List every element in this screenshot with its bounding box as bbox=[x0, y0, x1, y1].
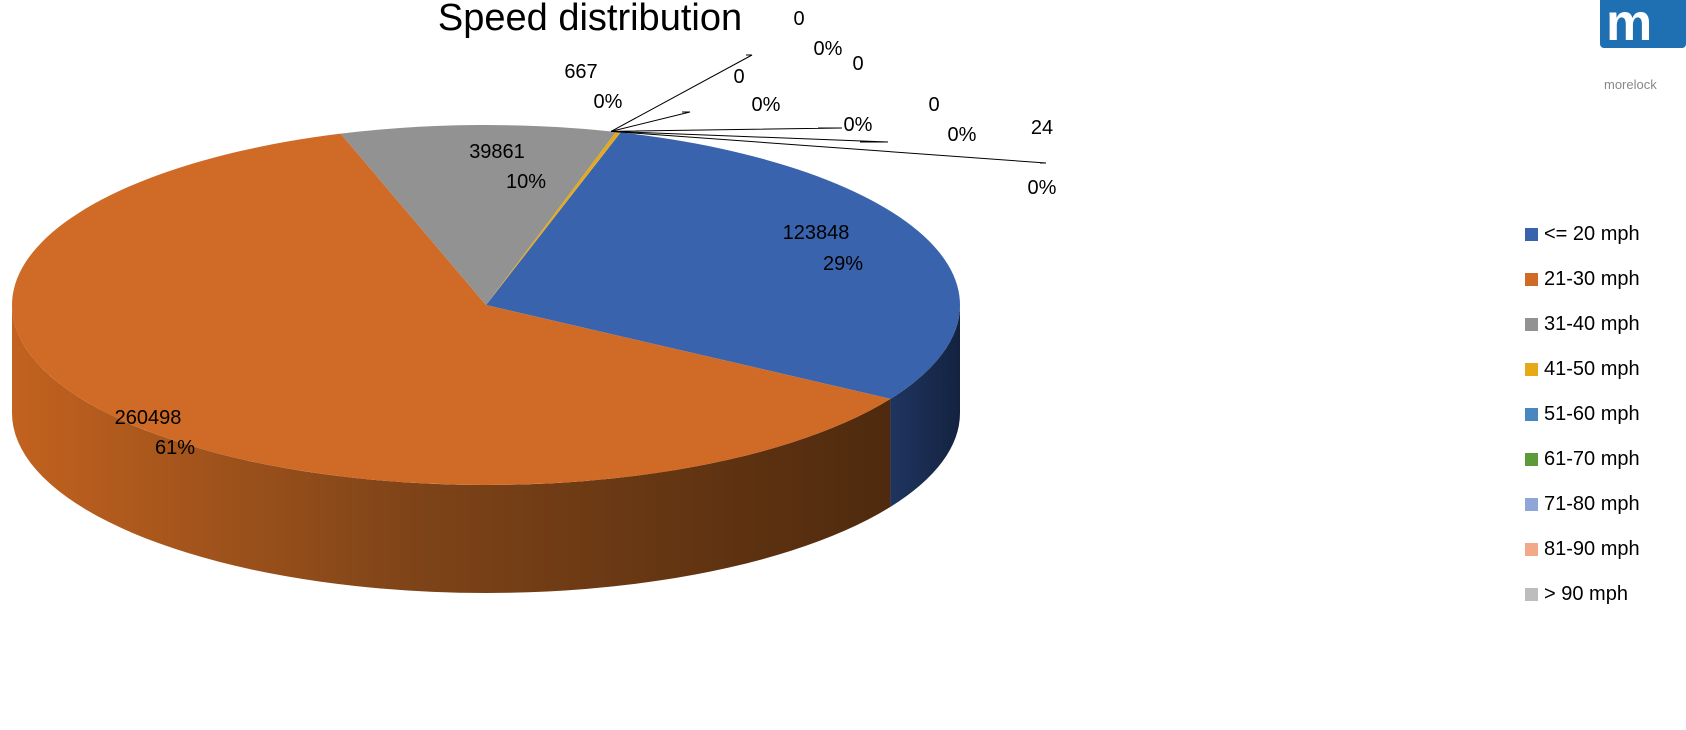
legend-label: 81-90 mph bbox=[1544, 538, 1640, 560]
legend-swatch bbox=[1525, 318, 1538, 331]
chart-title: Speed distribution bbox=[438, 0, 742, 39]
legend: <= 20 mph 21-30 mph 31-40 mph 41-50 mph 51-6… bbox=[1525, 212, 1640, 617]
legend-item: 31-40 mph bbox=[1525, 302, 1640, 347]
value-label-8: 24 bbox=[1031, 117, 1053, 139]
company-logo: m morelock bbox=[1600, 0, 1686, 95]
value-label-7: 0 bbox=[928, 94, 939, 116]
leader-line-8 bbox=[611, 130, 1047, 164]
pie-slice-1 bbox=[11, 133, 891, 486]
legend-item: > 90 mph bbox=[1525, 572, 1640, 617]
value-label-5: 0 bbox=[793, 8, 804, 30]
value-label-1: 260498 bbox=[115, 407, 182, 429]
legend-item: 41-50 mph bbox=[1525, 347, 1640, 392]
legend-swatch bbox=[1525, 273, 1538, 286]
legend-swatch bbox=[1525, 228, 1538, 241]
legend-label: 71-80 mph bbox=[1544, 493, 1640, 515]
pie-slice-0 bbox=[486, 132, 960, 399]
pie-side-1 bbox=[12, 305, 891, 593]
percent-label-8: 0% bbox=[1028, 177, 1057, 199]
pie-slice-8 bbox=[486, 132, 621, 305]
percent-label-5: 0% bbox=[814, 38, 843, 60]
value-label-4: 0 bbox=[733, 66, 744, 88]
logo-wordmark: morelock bbox=[1604, 77, 1657, 92]
data-labels: 123848 29% 260498 61% 39861 10% 667 0% 0 0% 0 0% 0 0%… bbox=[115, 8, 1057, 459]
logo-mark: m bbox=[1606, 0, 1652, 52]
logo-mark-box: m bbox=[1600, 0, 1686, 52]
legend-swatch bbox=[1525, 363, 1538, 376]
legend-label: 21-30 mph bbox=[1544, 268, 1640, 290]
legend-label: 31-40 mph bbox=[1544, 313, 1640, 335]
leader-line-7 bbox=[611, 130, 889, 143]
leader-line-4 bbox=[610, 54, 753, 132]
pie-side-0 bbox=[890, 305, 960, 507]
legend-label: 41-50 mph bbox=[1544, 358, 1640, 380]
legend-swatch bbox=[1525, 498, 1538, 511]
percent-label-7: 0% bbox=[948, 124, 977, 146]
legend-item: 21-30 mph bbox=[1525, 257, 1640, 302]
pie-slice-2 bbox=[340, 124, 616, 305]
leader-line-5 bbox=[610, 111, 691, 132]
value-label-0: 123848 bbox=[783, 222, 850, 244]
percent-label-1: 61% bbox=[155, 437, 195, 459]
percent-label-3: 0% bbox=[594, 91, 623, 113]
legend-item: 71-80 mph bbox=[1525, 482, 1640, 527]
percent-label-2: 10% bbox=[506, 171, 546, 193]
pie-slice-3 bbox=[486, 131, 621, 305]
leader-line-6 bbox=[611, 127, 843, 132]
value-label-3: 667 bbox=[564, 61, 597, 83]
percent-label-4: 0% bbox=[752, 94, 781, 116]
legend-swatch bbox=[1525, 408, 1538, 421]
pie-sides bbox=[12, 305, 960, 593]
pie-top-faces bbox=[11, 124, 960, 486]
percent-label-6: 0% bbox=[844, 114, 873, 136]
legend-item: 81-90 mph bbox=[1525, 527, 1640, 572]
legend-label: 51-60 mph bbox=[1544, 403, 1640, 425]
value-label-2: 39861 bbox=[469, 141, 525, 163]
legend-item: 51-60 mph bbox=[1525, 392, 1640, 437]
legend-label: > 90 mph bbox=[1544, 583, 1628, 605]
legend-label: <= 20 mph bbox=[1544, 223, 1640, 245]
label-leader-lines bbox=[610, 54, 1047, 164]
legend-swatch bbox=[1525, 453, 1538, 466]
legend-swatch bbox=[1525, 588, 1538, 601]
legend-label: 61-70 mph bbox=[1544, 448, 1640, 470]
percent-label-0: 29% bbox=[823, 253, 863, 275]
legend-item: 61-70 mph bbox=[1525, 437, 1640, 482]
legend-swatch bbox=[1525, 543, 1538, 556]
legend-item: <= 20 mph bbox=[1525, 212, 1640, 257]
value-label-6: 0 bbox=[852, 53, 863, 75]
